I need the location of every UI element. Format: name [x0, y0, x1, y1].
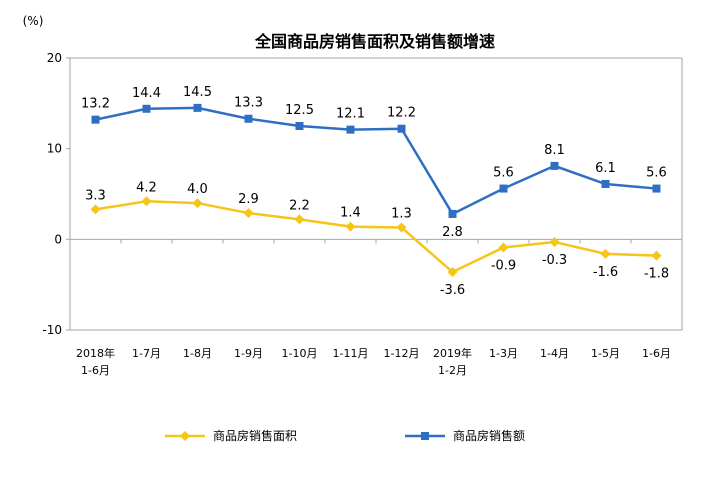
data-point-marker: [396, 222, 407, 233]
data-point-marker: [550, 161, 559, 170]
data-point-marker: [243, 208, 254, 219]
data-point-marker: [294, 214, 305, 225]
data-label: 13.2: [81, 97, 110, 112]
data-label: 8.1: [544, 143, 565, 158]
data-label: 4.2: [136, 180, 157, 195]
data-point-marker: [141, 196, 152, 207]
data-point-marker: [549, 237, 560, 248]
data-label: 12.2: [387, 106, 416, 121]
x-tick-label: 1-10月: [282, 347, 318, 360]
data-point-marker: [499, 184, 508, 193]
data-point-marker: [91, 115, 100, 124]
legend-item: 商品房销售面积: [165, 428, 297, 443]
y-tick-label: 20: [47, 51, 62, 65]
data-point-marker: [244, 114, 253, 123]
x-tick-label: 1-11月: [333, 347, 369, 360]
chart-title: 全国商品房销售面积及销售额增速: [254, 32, 495, 51]
data-point-marker: [652, 184, 661, 193]
data-point-marker: [448, 209, 457, 218]
legend-marker: [180, 431, 190, 441]
x-tick-label: 1-6月: [642, 347, 671, 360]
data-point-marker: [90, 204, 101, 215]
x-tick-label: 1-8月: [183, 347, 212, 360]
data-point-marker: [345, 221, 356, 232]
data-label: 13.3: [234, 96, 263, 111]
x-tick-label: 1-5月: [591, 347, 620, 360]
data-label: 5.6: [493, 166, 514, 181]
data-point-marker: [498, 242, 509, 253]
data-point-marker: [346, 125, 355, 134]
x-tick-label: 2019年: [433, 346, 472, 360]
data-label: 12.5: [285, 103, 314, 118]
x-tick-label: 1-4月: [540, 347, 569, 360]
data-label: 3.3: [85, 188, 106, 203]
data-point-marker: [397, 124, 406, 133]
data-label: 14.5: [183, 85, 212, 100]
data-label: -3.6: [440, 283, 465, 298]
legend-label: 商品房销售面积: [213, 428, 297, 443]
data-label: 1.3: [391, 207, 412, 222]
legend-label: 商品房销售额: [453, 428, 525, 443]
data-point-marker: [193, 103, 202, 112]
data-label: 12.1: [336, 107, 365, 122]
data-label: 2.8: [442, 225, 463, 240]
data-point-marker: [447, 266, 458, 277]
legend-item: 商品房销售额: [405, 428, 525, 443]
data-label: 1.4: [340, 206, 361, 221]
y-tick-label: 10: [47, 142, 62, 156]
plot-area-border: [69, 57, 683, 331]
x-tick-label: 1-2月: [438, 364, 467, 377]
data-label: -0.9: [491, 258, 516, 273]
y-unit-label: (%): [23, 14, 44, 28]
series-sales-area: 3.3 4.2 4.0 2.9 2.2 1.4 1.3 -3.6 -0.9 -0.3 -1.6 -1.…: [85, 180, 669, 298]
y-tick-label: 0: [54, 232, 62, 246]
series-sales-amount: 13.2 14.4 14.5 13.3 12.5 12.1 12.2 2.8 5.6 8.1 6.1…: [81, 85, 667, 240]
data-point-marker: [192, 198, 203, 209]
data-point-marker: [601, 180, 610, 189]
x-axis: 2018年 1-6月 1-7月 1-8月 1-9月 1-10月 1-11月 1-12月 2019…: [69, 239, 671, 377]
data-label: -1.6: [593, 265, 618, 280]
series-line: [95, 199, 657, 274]
data-label: 6.1: [595, 161, 616, 176]
data-label: 4.0: [187, 182, 208, 197]
data-label: 14.4: [132, 86, 161, 101]
data-label: -0.3: [542, 253, 567, 268]
legend-marker: [421, 432, 429, 440]
data-label: -1.8: [644, 267, 669, 282]
data-label: 5.6: [646, 166, 667, 181]
series-line: [95, 106, 657, 216]
x-tick-label: 1-6月: [81, 364, 110, 377]
data-label: 2.2: [289, 198, 310, 213]
data-point-marker: [651, 250, 662, 261]
x-tick-label: 1-7月: [132, 347, 161, 360]
data-point-marker: [295, 122, 304, 130]
data-point-marker: [142, 104, 151, 113]
series-layer: 3.3 4.2 4.0 2.9 2.2 1.4 1.3 -3.6 -0.9 -0.3 -1.6 -1.…: [81, 85, 669, 298]
legend: 商品房销售面积 商品房销售额: [165, 428, 525, 443]
x-tick-label: 2018年: [76, 346, 115, 360]
x-tick-label: 1-9月: [234, 347, 263, 360]
x-tick-label: 1-12月: [384, 347, 420, 360]
x-tick-label: 1-3月: [489, 347, 518, 360]
data-label: 2.9: [238, 192, 259, 207]
y-tick-label: -10: [42, 323, 62, 337]
data-point-marker: [600, 248, 611, 259]
